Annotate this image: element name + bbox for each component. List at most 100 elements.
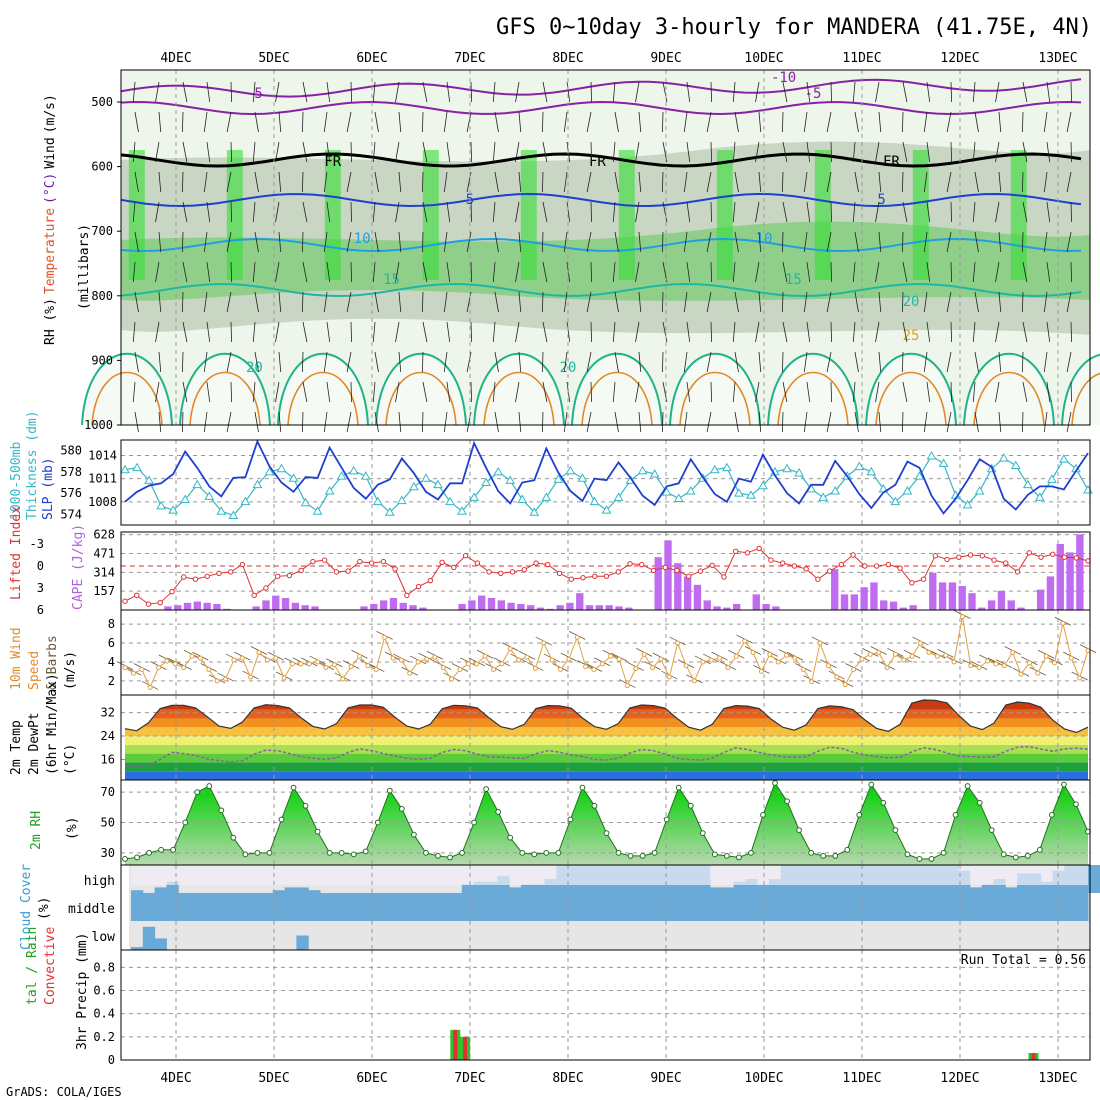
wind-barb xyxy=(132,381,136,403)
lifted-index-point xyxy=(427,577,434,584)
wind-speed-point xyxy=(901,657,907,663)
wind-barb xyxy=(230,381,232,403)
wind-barb xyxy=(683,291,688,313)
cloud-bar xyxy=(225,893,238,921)
lifted-index-point xyxy=(862,563,868,569)
rh-point xyxy=(471,819,477,826)
wind-barb xyxy=(1022,141,1028,163)
rh-point xyxy=(687,802,694,809)
wind-barb xyxy=(203,171,208,193)
temp-25-arch xyxy=(1071,372,1100,426)
cloud-bar xyxy=(509,893,522,921)
upper-panel-label-part: (m/s) xyxy=(43,94,58,133)
cape-bar xyxy=(664,540,672,610)
wind-barb xyxy=(782,141,788,163)
cloud-bar xyxy=(296,887,309,893)
wind-barb xyxy=(926,381,931,403)
wind-barb xyxy=(206,261,211,283)
thickness-label: 1000-500mb xyxy=(9,442,24,520)
thickness-point xyxy=(505,475,516,484)
lifted-index-point xyxy=(580,575,586,581)
cape-bar xyxy=(1007,600,1015,610)
cloud-bar xyxy=(934,893,947,921)
thickness-point xyxy=(529,507,540,516)
cloud-bar xyxy=(662,893,675,921)
wind-speed-point xyxy=(407,670,413,676)
wind-barb xyxy=(758,231,762,253)
wind-barb xyxy=(683,111,688,133)
wind-speed-point xyxy=(934,653,940,659)
wind-barb xyxy=(710,201,712,223)
rh-point xyxy=(374,819,381,826)
temp-color-band xyxy=(125,744,1088,754)
temp-color-band xyxy=(125,771,1088,780)
wind-barb xyxy=(252,381,256,403)
wind-barb xyxy=(878,231,882,253)
wind-speed-point xyxy=(1026,660,1032,666)
wind-barb xyxy=(638,111,642,133)
wind-speed-point xyxy=(591,667,597,672)
wind-barb xyxy=(612,381,616,403)
wind-barb xyxy=(542,261,548,283)
wind-speed-point xyxy=(474,661,480,667)
wind-speed-point xyxy=(599,661,605,667)
run-total: Run Total = 0.56 xyxy=(961,953,1086,968)
cape-tick-label: 314 xyxy=(93,565,115,579)
cloud-bar xyxy=(308,893,321,921)
lifted-index-point xyxy=(603,573,610,579)
lifted-index-point xyxy=(509,569,516,575)
wind-barb xyxy=(590,81,592,103)
rh-point xyxy=(663,816,670,823)
wind-barb xyxy=(302,351,304,373)
temp2m-panel xyxy=(121,695,1090,780)
thickness-point xyxy=(589,496,600,506)
wind-barb xyxy=(395,81,400,103)
wind-barb xyxy=(1046,261,1051,283)
slp-label: SLP (mb) xyxy=(41,457,56,520)
wind-barb xyxy=(662,111,664,133)
lifted-index-point xyxy=(967,552,974,558)
wind-barb xyxy=(926,81,931,103)
pressure-axis-label: (millibars) xyxy=(77,224,92,310)
wind-speed-point xyxy=(876,650,882,655)
wind-speed-point xyxy=(315,659,321,665)
cape-bar xyxy=(585,605,594,610)
wind-speed-point xyxy=(139,667,145,672)
wind-barb xyxy=(683,171,688,193)
rh-point xyxy=(675,784,682,791)
wind-barb xyxy=(422,411,424,433)
wind-speed-point xyxy=(231,657,237,663)
wind-speed-point xyxy=(248,674,254,680)
wind-speed-point xyxy=(340,676,346,682)
cloud-bar xyxy=(1028,893,1042,921)
wind-barb xyxy=(323,411,328,433)
thickness-point xyxy=(722,462,732,472)
lifted-index-point xyxy=(251,592,257,599)
wind-barb xyxy=(830,381,832,403)
wind-barb xyxy=(995,201,1000,223)
rh-point xyxy=(531,851,538,858)
wind-barb xyxy=(803,111,808,133)
lifted-index-point xyxy=(991,557,997,563)
wind-speed-point xyxy=(197,655,203,661)
wind-barb xyxy=(782,171,784,193)
wind-barb xyxy=(563,291,568,313)
wind-speed-point xyxy=(909,653,915,659)
wind-barb xyxy=(923,411,928,433)
wind-barb xyxy=(470,81,472,103)
wind-barb xyxy=(974,231,979,253)
lifted-index-point xyxy=(462,553,469,559)
rh-point xyxy=(603,830,610,837)
wind-speed-point xyxy=(507,646,513,652)
cloud-bar xyxy=(402,893,416,921)
wind-barb xyxy=(254,411,259,433)
wind-barb xyxy=(923,351,928,373)
wind-barb xyxy=(974,411,979,433)
cloud-bar xyxy=(308,890,321,893)
wind-barb xyxy=(492,141,496,163)
cape-bar xyxy=(1066,552,1074,610)
wind-barb xyxy=(755,81,760,103)
rh-point xyxy=(820,852,827,859)
wind-barb xyxy=(732,141,736,163)
cape-bar xyxy=(899,607,908,610)
